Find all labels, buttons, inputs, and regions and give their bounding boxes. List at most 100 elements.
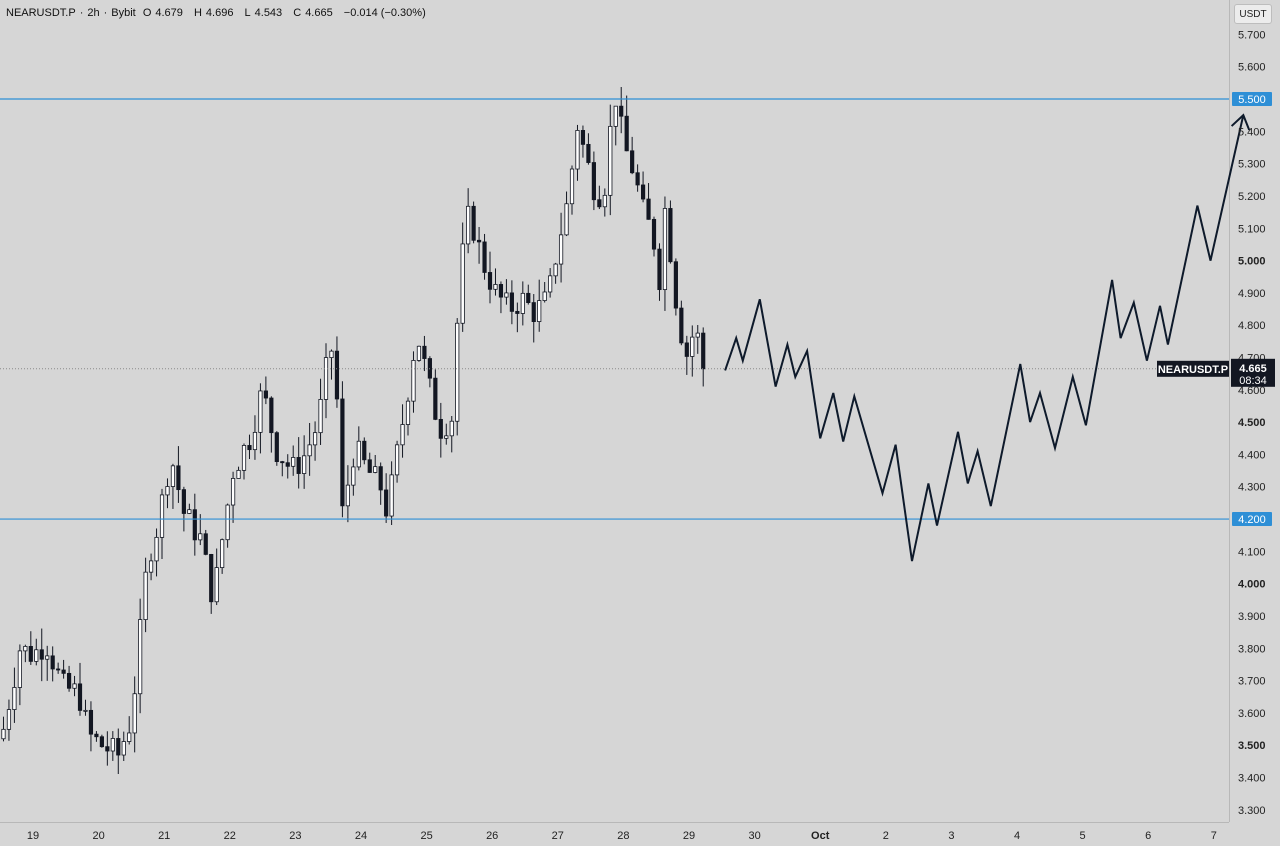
interval[interactable]: 2h xyxy=(87,7,100,19)
y-tick-label: 5.300 xyxy=(1238,159,1266,171)
currency-button[interactable]: USDT xyxy=(1234,4,1272,24)
candles-layer xyxy=(1,86,706,775)
candle-body-up xyxy=(553,263,558,277)
y-tick-label: 3.300 xyxy=(1238,805,1266,817)
candle-body-down xyxy=(340,398,345,507)
candle xyxy=(110,731,115,761)
candle-body-up xyxy=(127,732,132,742)
candle xyxy=(531,294,536,343)
candle-body-down xyxy=(679,307,684,344)
candle xyxy=(640,171,646,203)
x-tick-label: 5 xyxy=(1080,830,1086,842)
candle xyxy=(646,183,651,220)
candle xyxy=(548,268,553,298)
candle xyxy=(132,676,137,753)
candle-body-down xyxy=(630,150,635,174)
candle-body-up xyxy=(493,284,498,290)
candle-body-up xyxy=(138,619,143,695)
candle xyxy=(558,212,564,283)
candle xyxy=(148,553,154,581)
candle xyxy=(334,336,340,408)
projection-arrowhead xyxy=(1230,113,1251,131)
candle xyxy=(701,327,706,387)
candle xyxy=(121,731,126,762)
axes-layer xyxy=(0,0,1230,823)
candle xyxy=(619,86,624,134)
candle xyxy=(143,557,148,633)
candle xyxy=(241,443,247,480)
candle xyxy=(105,731,110,766)
candle xyxy=(280,460,285,477)
symbol-header: NEARUSDT.P · 2h · Bybit O 4.679 H 4.696 L 4.543… xyxy=(6,7,426,19)
candle-body-up xyxy=(662,208,668,291)
candle xyxy=(537,279,542,332)
candle-body-up xyxy=(121,741,126,756)
y-tick-label: 5.000 xyxy=(1238,256,1266,268)
candle-body-up xyxy=(466,205,471,245)
candle-body-down xyxy=(657,248,662,291)
candle-body-up xyxy=(198,533,203,541)
candle xyxy=(427,356,432,388)
candle xyxy=(597,185,602,210)
candle-body-down xyxy=(334,350,340,400)
candle xyxy=(318,378,323,445)
candle xyxy=(564,191,569,237)
candle-body-up xyxy=(110,738,115,752)
candle-body-down xyxy=(66,672,72,689)
candle xyxy=(630,136,635,175)
candle xyxy=(591,151,596,211)
candle xyxy=(580,125,586,158)
y-tick-label: 5.700 xyxy=(1238,29,1266,41)
candle xyxy=(39,628,44,682)
x-tick-label: 24 xyxy=(355,830,367,842)
candle-body-down xyxy=(269,397,274,434)
candle xyxy=(66,665,72,692)
candle-body-up xyxy=(307,444,312,457)
candle xyxy=(608,104,613,216)
symbol-tag xyxy=(1157,360,1229,377)
candle-body-up xyxy=(312,432,318,446)
y-tick-label: 4.600 xyxy=(1238,385,1266,397)
candle xyxy=(159,488,165,560)
candle-body-up xyxy=(345,484,350,507)
candle-body-up xyxy=(537,300,542,323)
candle-body-up xyxy=(455,322,460,422)
x-tick-label: 6 xyxy=(1145,830,1151,842)
x-tick-label: 25 xyxy=(420,830,432,842)
symbol-name[interactable]: NEARUSDT.P xyxy=(6,7,76,19)
candle-body-down xyxy=(487,272,493,290)
candle-body-up xyxy=(449,420,454,437)
candle-body-down xyxy=(384,489,389,517)
candle-body-down xyxy=(619,105,624,117)
candle-body-up xyxy=(329,350,334,359)
candle-body-down xyxy=(181,489,186,514)
candle-body-down xyxy=(580,130,586,145)
candle xyxy=(444,423,449,445)
candle xyxy=(662,196,668,311)
candle-body-down xyxy=(367,459,372,473)
high-value: H 4.696 xyxy=(193,7,234,19)
candle xyxy=(498,281,504,314)
candle-body-up xyxy=(695,332,700,338)
candle xyxy=(1,716,6,742)
candle-body-down xyxy=(247,445,252,451)
candle xyxy=(170,463,176,509)
candle-body-up xyxy=(558,234,564,265)
y-tick-label: 3.900 xyxy=(1238,611,1266,623)
candle-body-down xyxy=(526,292,531,303)
candle xyxy=(203,529,208,556)
candle xyxy=(28,631,33,665)
candle-body-down xyxy=(274,432,279,463)
candle xyxy=(476,226,482,264)
candle xyxy=(602,188,607,217)
y-tick-label: 4.400 xyxy=(1238,449,1266,461)
candle-body-down xyxy=(116,738,121,756)
candle xyxy=(433,369,438,421)
candle-body-up xyxy=(394,444,400,476)
candle-body-down xyxy=(77,683,83,711)
candle-body-up xyxy=(318,399,323,434)
candle xyxy=(542,282,547,303)
candle xyxy=(236,466,241,479)
x-tick-label: 23 xyxy=(289,830,301,842)
